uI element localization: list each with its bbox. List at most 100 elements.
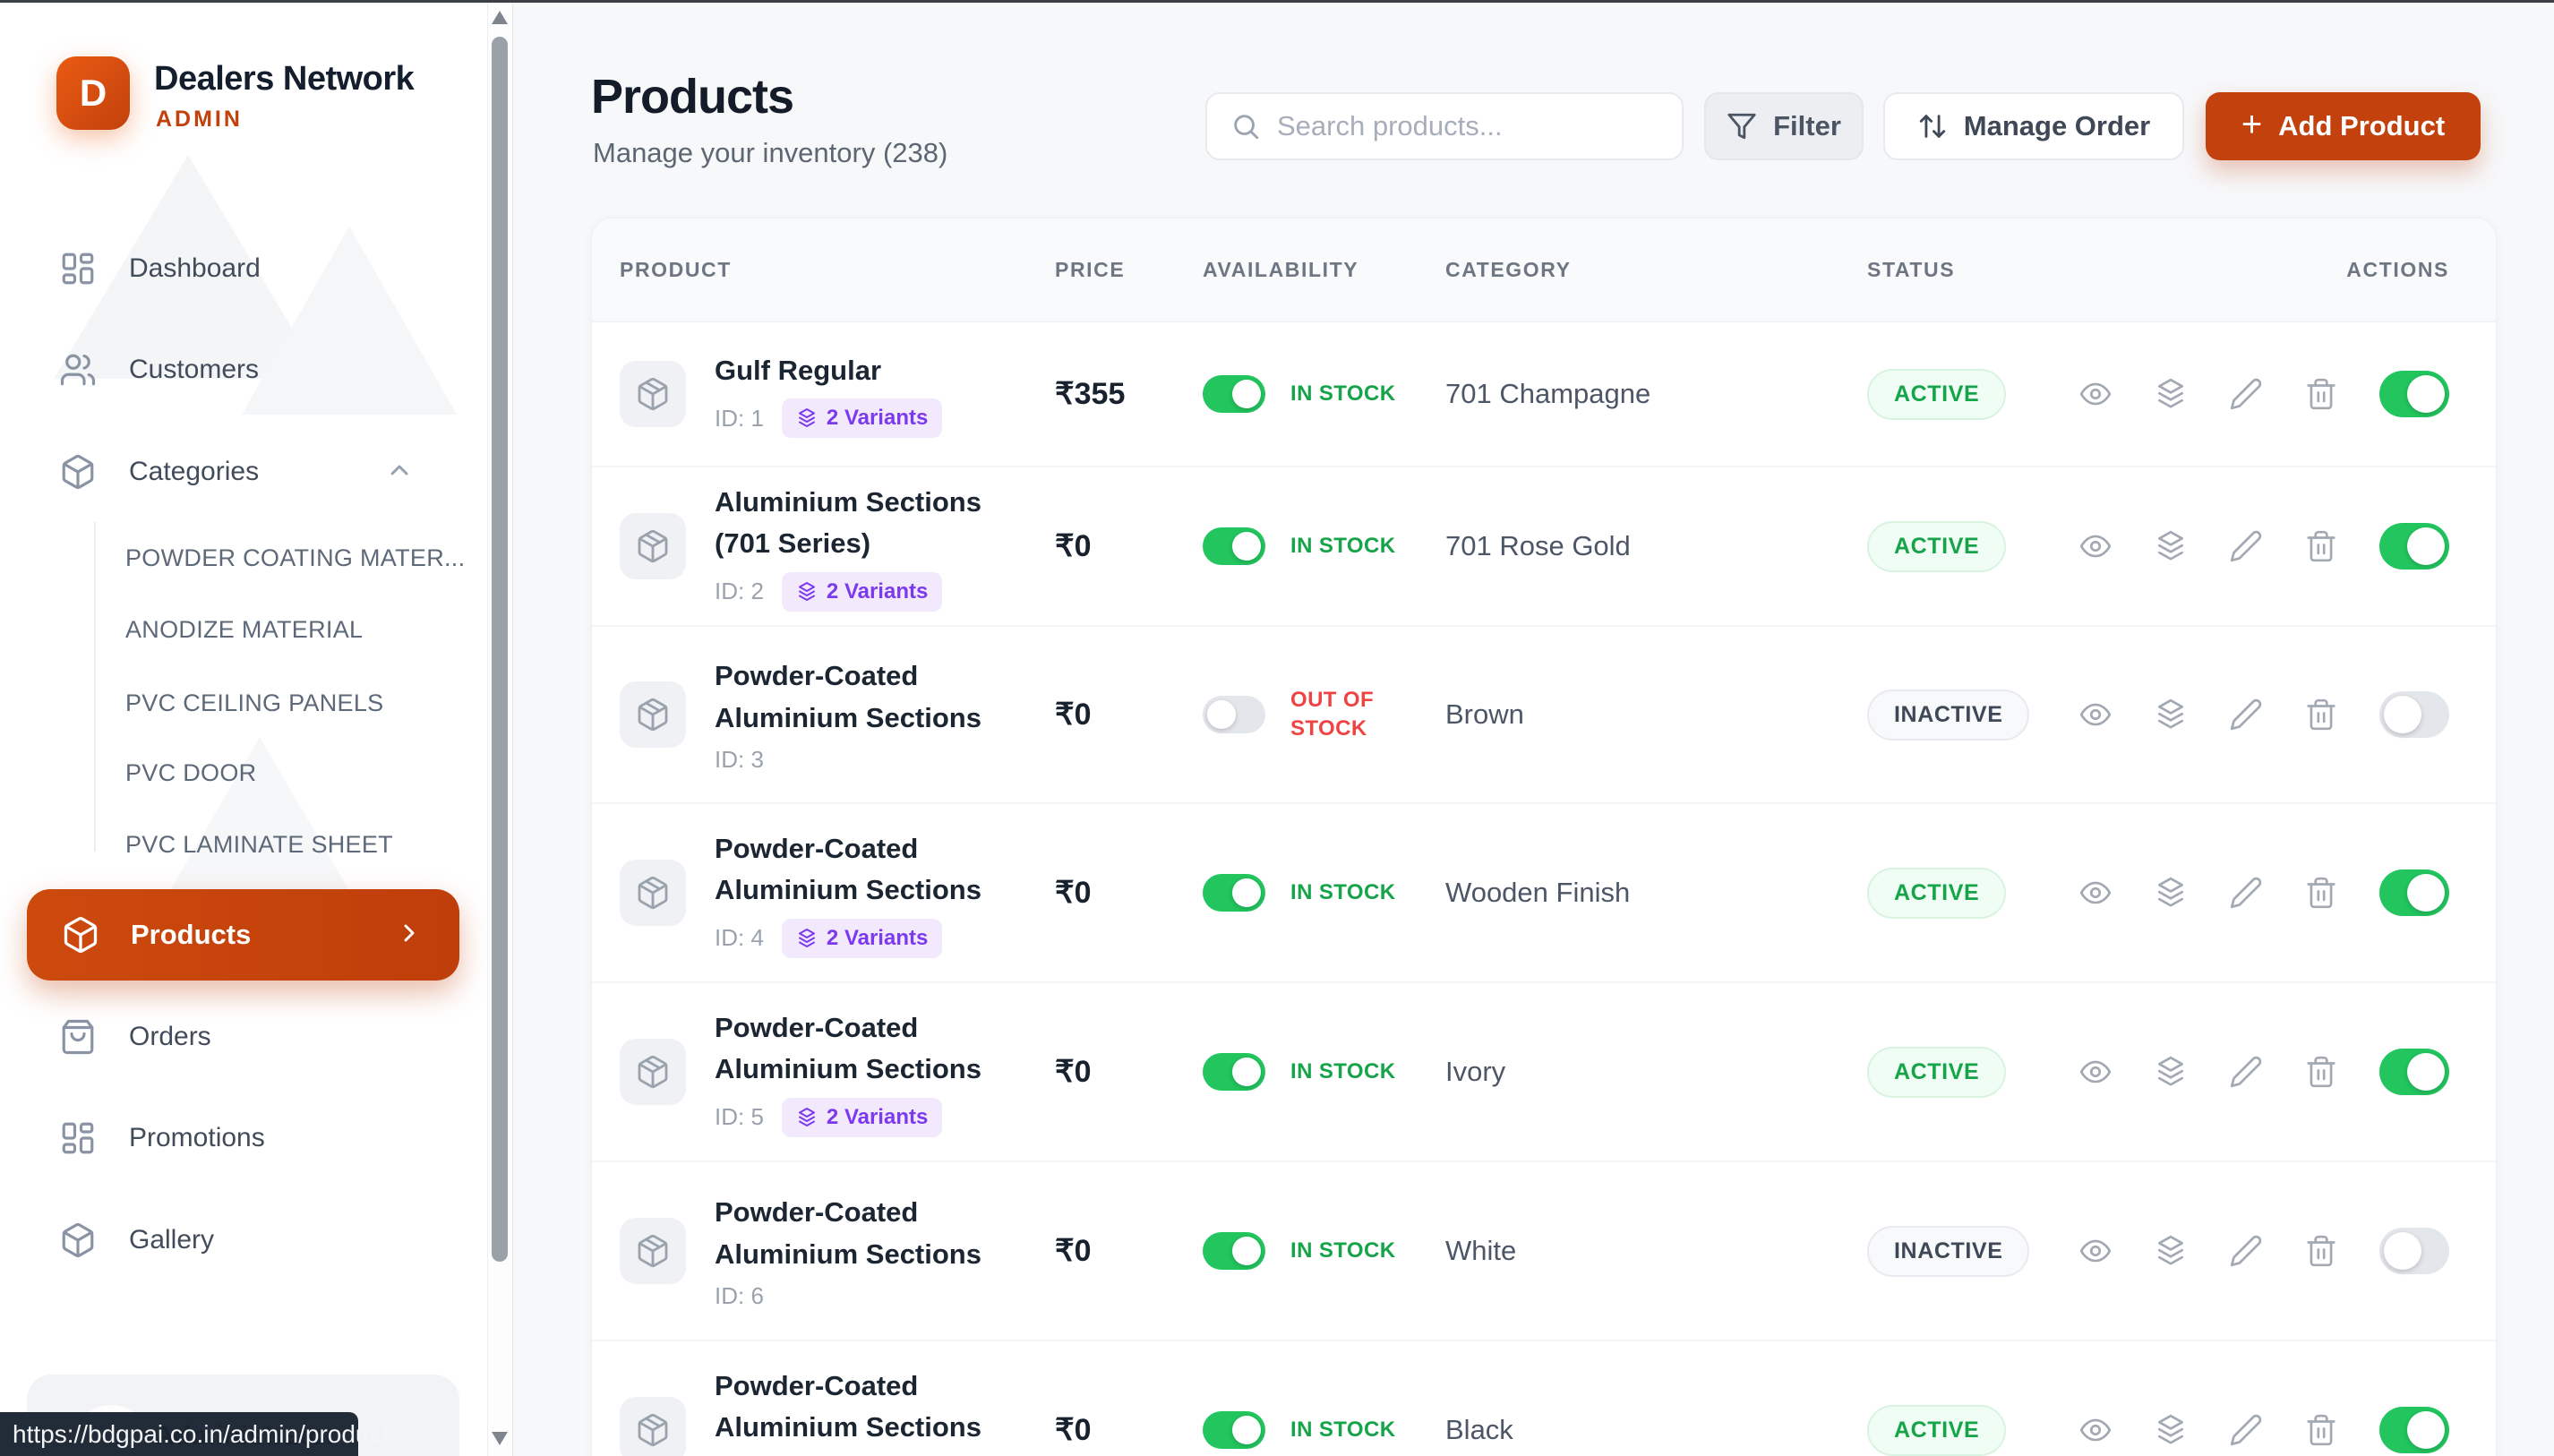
sidebar-item-label: Promotions bbox=[129, 1123, 265, 1152]
enabled-toggle[interactable] bbox=[2379, 1228, 2449, 1274]
sidebar-scrollbar[interactable] bbox=[487, 3, 512, 1456]
sidebar-item-gallery[interactable]: Gallery bbox=[0, 1200, 484, 1280]
product-info: Aluminium Sections (701 Series) ID: 2 2 … bbox=[715, 482, 1019, 612]
edit-icon[interactable] bbox=[2229, 1055, 2263, 1089]
delete-icon[interactable] bbox=[2304, 1055, 2338, 1089]
view-icon[interactable] bbox=[2078, 529, 2113, 563]
edit-icon[interactable] bbox=[2229, 1413, 2263, 1447]
delete-icon[interactable] bbox=[2304, 529, 2338, 563]
stock-toggle[interactable] bbox=[1203, 1053, 1265, 1091]
product-info: Powder-Coated Aluminium Sections ID: 5 2… bbox=[715, 1007, 1019, 1137]
delete-icon[interactable] bbox=[2304, 1413, 2338, 1447]
stock-label: IN STOCK bbox=[1290, 1417, 1396, 1442]
status-badge: ACTIVE bbox=[1867, 368, 2007, 420]
edit-icon[interactable] bbox=[2229, 529, 2263, 563]
table-row: Powder-Coated Aluminium Sections ID: 4 2… bbox=[592, 802, 2496, 981]
table-row: Powder-Coated Aluminium Sections 2 Varia… bbox=[592, 1340, 2496, 1456]
product-name: Aluminium Sections (701 Series) bbox=[715, 485, 981, 560]
edit-icon[interactable] bbox=[2229, 377, 2263, 411]
add-product-button[interactable]: + Add Product bbox=[2206, 92, 2481, 160]
sidebar-item-promotions[interactable]: Promotions bbox=[0, 1098, 484, 1178]
table-row: Aluminium Sections (701 Series) ID: 2 2 … bbox=[592, 466, 2496, 625]
enabled-toggle[interactable] bbox=[2379, 869, 2449, 916]
edit-icon[interactable] bbox=[2229, 698, 2263, 732]
enabled-toggle[interactable] bbox=[2379, 1049, 2449, 1095]
sidebar-item-products[interactable]: Products bbox=[27, 889, 459, 981]
view-icon[interactable] bbox=[2078, 1234, 2113, 1268]
category-value: Ivory bbox=[1445, 1056, 1506, 1087]
stock-toggle[interactable] bbox=[1203, 1232, 1265, 1270]
sidebar-item-orders[interactable]: Orders bbox=[0, 997, 484, 1077]
view-icon[interactable] bbox=[2078, 1055, 2113, 1089]
product-meta: ID: 1 2 Variants bbox=[715, 398, 943, 439]
sidebar-item-label: Gallery bbox=[129, 1225, 215, 1255]
toggle-knob bbox=[2407, 527, 2445, 565]
stock-toggle[interactable] bbox=[1203, 375, 1265, 413]
status-badge: ACTIVE bbox=[1867, 1404, 2007, 1456]
layers-icon[interactable] bbox=[2154, 529, 2188, 563]
cube-icon bbox=[62, 1222, 94, 1258]
view-icon[interactable] bbox=[2078, 698, 2113, 732]
edit-icon[interactable] bbox=[2229, 1234, 2263, 1268]
status-cell: ACTIVE bbox=[1867, 520, 2070, 572]
scroll-up-arrow[interactable] bbox=[492, 11, 508, 24]
enabled-toggle[interactable] bbox=[2379, 691, 2449, 738]
layers-icon[interactable] bbox=[2154, 1234, 2188, 1268]
sidebar-subitem-pvc-door[interactable]: PVC DOOR bbox=[125, 758, 257, 786]
category-value: 701 Rose Gold bbox=[1445, 530, 1631, 561]
variants-badge: 2 Variants bbox=[781, 571, 943, 612]
variants-label: 2 Variants bbox=[826, 925, 929, 950]
search-input[interactable] bbox=[1277, 110, 1658, 142]
package-icon bbox=[638, 377, 668, 411]
delete-icon[interactable] bbox=[2304, 698, 2338, 732]
sidebar-subitem-powder-coating[interactable]: POWDER COATING MATER... bbox=[125, 544, 466, 571]
actions-cell bbox=[2070, 869, 2449, 916]
category-value: Black bbox=[1445, 1414, 1513, 1445]
app-logo: D bbox=[56, 56, 130, 130]
layers-icon[interactable] bbox=[2154, 698, 2188, 732]
stock-label: IN STOCK bbox=[1290, 879, 1396, 904]
layers-icon[interactable] bbox=[2154, 876, 2188, 910]
table-row: Powder-Coated Aluminium Sections ID: 3 ₹… bbox=[592, 625, 2496, 802]
view-icon[interactable] bbox=[2078, 1413, 2113, 1447]
enabled-toggle[interactable] bbox=[2379, 1407, 2449, 1453]
sidebar-subitem-pvc-ceiling[interactable]: PVC CEILING PANELS bbox=[125, 689, 384, 716]
filter-button[interactable]: Filter bbox=[1704, 92, 1864, 160]
enabled-toggle[interactable] bbox=[2379, 523, 2449, 570]
delete-icon[interactable] bbox=[2304, 377, 2338, 411]
layers-icon[interactable] bbox=[2154, 1413, 2188, 1447]
view-icon[interactable] bbox=[2078, 876, 2113, 910]
price-value: ₹0 bbox=[1055, 876, 1092, 910]
product-id: ID: 6 bbox=[715, 1282, 764, 1309]
stock-toggle[interactable] bbox=[1203, 1411, 1265, 1449]
manage-order-button[interactable]: Manage Order bbox=[1883, 92, 2184, 160]
scroll-down-arrow[interactable] bbox=[492, 1432, 508, 1445]
sidebar-subitem-anodize[interactable]: ANODIZE MATERIAL bbox=[125, 615, 364, 643]
search-box[interactable] bbox=[1205, 92, 1684, 160]
dashboard-icon bbox=[62, 253, 94, 285]
sidebar-item-categories[interactable]: Categories bbox=[0, 432, 484, 512]
stock-toggle[interactable] bbox=[1203, 696, 1265, 733]
stock-toggle[interactable] bbox=[1203, 527, 1265, 565]
status-badge: ACTIVE bbox=[1867, 1046, 2007, 1098]
scrollbar-thumb[interactable] bbox=[492, 37, 508, 1262]
view-icon[interactable] bbox=[2078, 377, 2113, 411]
grid-icon bbox=[62, 1122, 94, 1154]
layers-icon[interactable] bbox=[2154, 377, 2188, 411]
toggle-knob bbox=[1232, 1058, 1261, 1086]
sidebar-item-dashboard[interactable]: Dashboard bbox=[0, 228, 484, 309]
status-cell: ACTIVE bbox=[1867, 867, 2070, 919]
category-value: 701 Champagne bbox=[1445, 378, 1651, 409]
enabled-toggle[interactable] bbox=[2379, 371, 2449, 417]
stock-toggle[interactable] bbox=[1203, 874, 1265, 912]
status-badge: INACTIVE bbox=[1867, 1225, 2030, 1277]
sidebar-subitem-pvc-laminate[interactable]: PVC LAMINATE SHEET bbox=[125, 830, 393, 858]
delete-icon[interactable] bbox=[2304, 1234, 2338, 1268]
delete-icon[interactable] bbox=[2304, 876, 2338, 910]
layers-icon[interactable] bbox=[2154, 1055, 2188, 1089]
sidebar-item-customers[interactable]: Customers bbox=[0, 330, 484, 410]
product-meta: ID: 3 bbox=[715, 746, 1019, 774]
table-row: Gulf Regular ID: 1 2 Variants ₹355 IN ST… bbox=[592, 322, 2496, 466]
edit-icon[interactable] bbox=[2229, 876, 2263, 910]
column-header-status: STATUS bbox=[1867, 258, 1956, 281]
